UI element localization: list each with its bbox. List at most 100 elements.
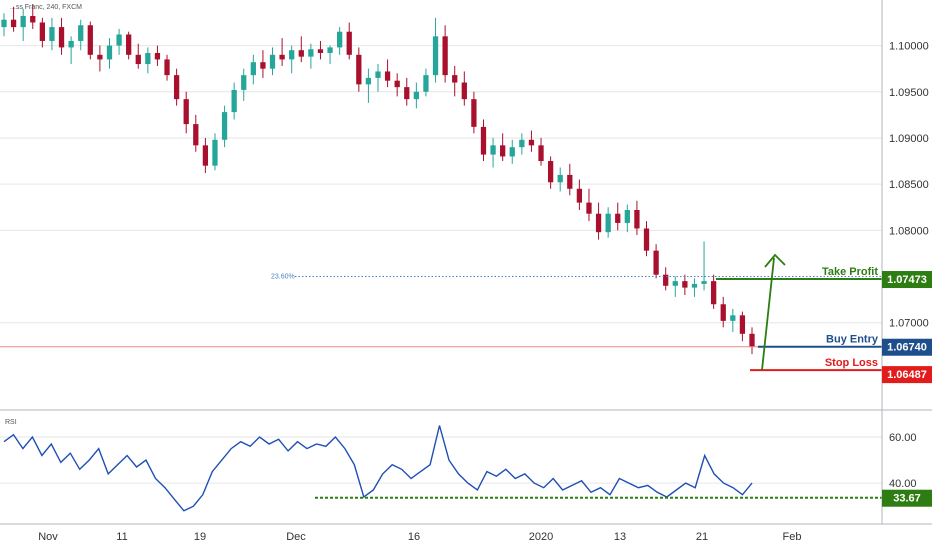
price-tick-label: 1.08500 xyxy=(889,179,929,191)
candle-body xyxy=(519,139,525,148)
price-pane: ...ss Franc, 240, FXCM 23.60% Take Profi… xyxy=(0,0,882,410)
candles xyxy=(1,4,755,355)
rsi-tick-label: 40.00 xyxy=(889,478,917,490)
candle xyxy=(519,133,525,155)
candle xyxy=(135,43,141,69)
candle xyxy=(442,25,448,83)
candle-body xyxy=(356,54,362,85)
candle xyxy=(183,91,189,134)
candle xyxy=(567,163,573,196)
time-tick-label: 16 xyxy=(408,531,420,543)
candle-body xyxy=(739,315,746,334)
time-tick-label: 2020 xyxy=(529,531,553,543)
signal-arrow-head xyxy=(764,253,786,268)
candle-body xyxy=(337,31,343,48)
price-pane-background xyxy=(0,0,882,410)
candle xyxy=(241,68,247,101)
candle-body xyxy=(605,213,611,233)
candle-body xyxy=(624,210,630,223)
price-tick-label: 1.09000 xyxy=(889,133,929,145)
candle-body xyxy=(135,54,141,65)
candle-body xyxy=(452,75,458,83)
candle xyxy=(1,13,7,37)
candle xyxy=(653,244,659,279)
time-tick-label: 21 xyxy=(696,531,708,543)
candle-body xyxy=(221,112,228,140)
candle-body xyxy=(423,75,429,92)
time-tick-label: Nov xyxy=(38,531,58,543)
candle xyxy=(615,202,621,231)
candle-body xyxy=(1,19,7,28)
candle xyxy=(509,139,515,164)
candle-body xyxy=(260,62,266,69)
candle-body xyxy=(308,49,314,57)
candle-body xyxy=(10,19,17,28)
time-tick-label: 13 xyxy=(614,531,626,543)
candle xyxy=(365,68,372,103)
candle-body xyxy=(183,99,189,125)
candle-body xyxy=(404,87,410,100)
candle-body xyxy=(317,49,324,53)
candle xyxy=(701,241,707,291)
rsi-grid xyxy=(0,436,882,484)
rsi-axis-ticks: 60.00 40.00 xyxy=(889,432,917,490)
candle-body xyxy=(653,250,659,275)
candle-body xyxy=(39,22,45,41)
candle-body xyxy=(509,147,515,157)
candle-body xyxy=(586,202,592,214)
candle-body xyxy=(173,75,180,100)
price-axis[interactable]: 1.10000 1.09500 1.09000 1.08500 1.08000 1.070… xyxy=(881,0,932,524)
candle-body xyxy=(30,16,36,23)
rsi-line xyxy=(3,425,753,512)
candle-body xyxy=(471,99,477,127)
candle-body xyxy=(672,281,678,286)
candle xyxy=(250,54,256,85)
candle xyxy=(10,6,17,32)
candle-body xyxy=(634,210,640,229)
candle xyxy=(58,17,65,55)
candle-body xyxy=(557,174,563,183)
candle xyxy=(145,47,151,74)
candle xyxy=(78,19,84,51)
candle-body xyxy=(78,25,84,41)
candle xyxy=(452,65,458,97)
candle xyxy=(317,40,324,60)
buy-entry-badge: 1.06740 xyxy=(882,338,932,356)
candle-body xyxy=(749,333,755,347)
candle xyxy=(212,133,218,171)
candle xyxy=(39,17,45,48)
rsi-value-badge-text: 33.67 xyxy=(893,493,921,505)
stop-loss-badge-text: 1.06487 xyxy=(887,369,927,381)
candle xyxy=(221,105,228,148)
candle xyxy=(643,221,650,257)
candle-body xyxy=(365,77,372,85)
candle-body xyxy=(500,145,506,157)
candle-body xyxy=(202,145,209,166)
time-tick-label: 19 xyxy=(194,531,206,543)
candle-body xyxy=(298,50,304,57)
candle-body xyxy=(547,161,554,183)
candle xyxy=(557,167,563,192)
candle xyxy=(423,68,429,97)
candle xyxy=(595,202,602,240)
candle xyxy=(154,45,161,66)
time-tick-label: 11 xyxy=(116,531,127,543)
candle-body xyxy=(58,27,65,48)
candle xyxy=(576,179,583,211)
candle xyxy=(394,73,400,97)
candle xyxy=(471,91,477,134)
candle-body xyxy=(97,54,103,60)
signal-arrow-icon xyxy=(761,253,786,371)
time-tick-label: Dec xyxy=(286,531,306,543)
price-tick-label: 1.08000 xyxy=(889,225,929,237)
candle-body xyxy=(538,145,544,162)
candle xyxy=(711,274,717,309)
buy-entry-label: Buy Entry xyxy=(826,334,879,346)
time-axis[interactable]: Nov 11 19 Dec 16 2020 13 21 Feb xyxy=(0,523,932,543)
candle xyxy=(346,22,352,60)
candle xyxy=(528,130,535,152)
signal-arrow-shaft xyxy=(761,257,775,371)
candle xyxy=(356,47,362,92)
candle xyxy=(730,308,736,332)
rsi-value-badge-bg xyxy=(882,489,932,507)
